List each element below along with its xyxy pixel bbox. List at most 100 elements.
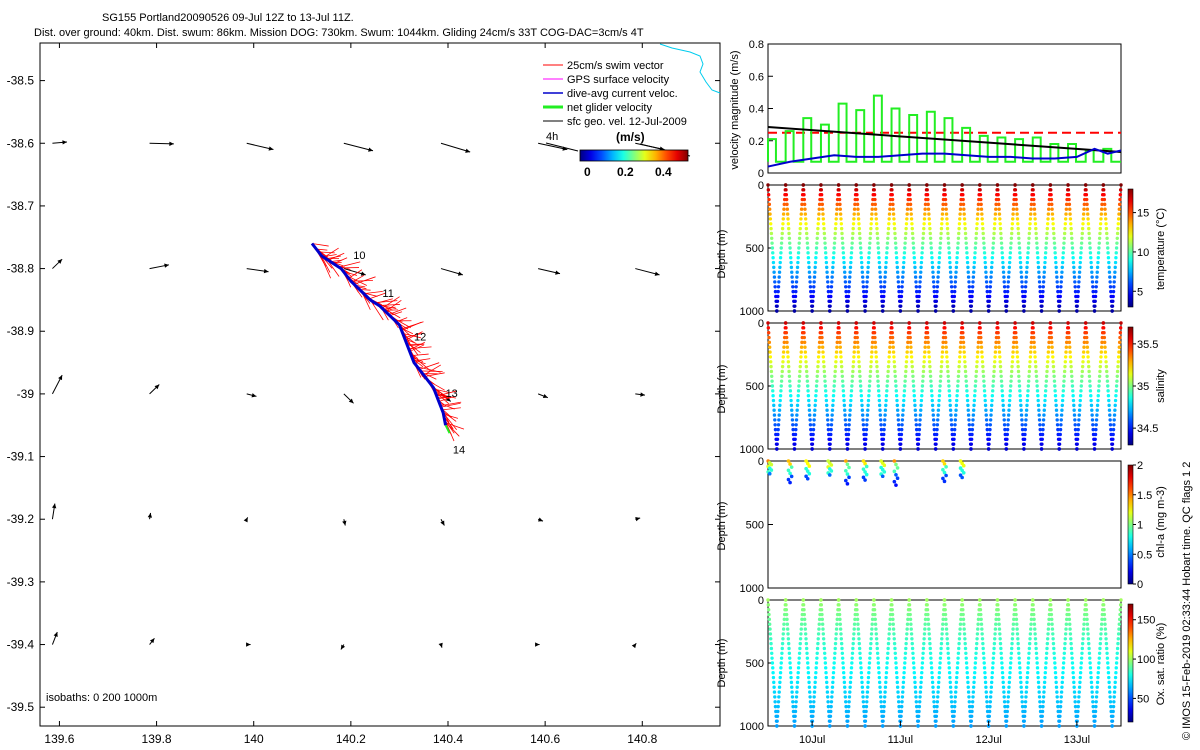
profile-sample xyxy=(922,632,927,636)
profile-sample xyxy=(1095,265,1100,270)
profile-sample xyxy=(895,265,900,270)
profile-sample xyxy=(799,622,804,626)
profile-sample xyxy=(834,355,838,359)
profile-sample xyxy=(769,231,774,236)
profile-sample xyxy=(935,285,940,289)
profile-sample xyxy=(904,641,908,646)
swim-vector xyxy=(323,247,339,258)
profile-sample xyxy=(841,670,846,675)
profile-sample xyxy=(975,222,979,226)
profile-sample xyxy=(1076,423,1081,427)
profile-sample xyxy=(926,335,930,340)
profile-sample xyxy=(928,646,932,651)
profile-sample xyxy=(1053,246,1057,250)
profile-sample xyxy=(930,675,934,680)
profile-sample xyxy=(869,641,873,646)
profile-sample xyxy=(858,656,863,660)
profile-sample xyxy=(814,670,818,675)
profile-sample xyxy=(955,666,960,670)
profile-sample xyxy=(988,289,992,294)
profile-sample xyxy=(1114,393,1118,398)
profile-sample xyxy=(1070,384,1075,388)
profile-sample xyxy=(786,355,790,359)
profile-sample xyxy=(971,413,976,417)
profile-sample xyxy=(964,236,968,241)
profile-sample xyxy=(932,704,937,709)
profile-sample xyxy=(936,408,941,412)
profile-sample xyxy=(938,389,942,393)
profile-sample xyxy=(781,350,786,354)
profile-sample xyxy=(812,695,816,699)
profile-sample xyxy=(949,423,954,427)
profile-sample xyxy=(1008,255,1012,260)
profile-sample xyxy=(1005,427,1010,432)
profile-sample xyxy=(947,666,951,670)
profile-sample xyxy=(987,437,992,442)
profile-sample xyxy=(1064,202,1069,207)
profile-sample xyxy=(978,330,983,335)
profile-sample xyxy=(928,231,932,236)
profile-sample xyxy=(1055,413,1059,417)
profile-sample xyxy=(815,241,819,245)
profile-sample xyxy=(791,427,795,432)
profile-sample xyxy=(1108,418,1112,422)
profile-sample xyxy=(838,345,842,349)
colorbar-tick-label: 1.5 xyxy=(1137,490,1152,502)
profile-sample xyxy=(768,627,772,631)
profile-sample xyxy=(819,183,823,187)
profile-sample xyxy=(991,246,995,250)
profile-sample xyxy=(922,217,927,221)
profile-sample xyxy=(841,389,846,393)
profile-sample xyxy=(949,695,953,699)
profile-sample xyxy=(851,360,856,364)
profile-sample xyxy=(940,632,944,636)
profile-sample xyxy=(1014,340,1019,345)
profile-sample xyxy=(779,251,783,255)
profile-sample xyxy=(861,700,866,704)
profile-sample xyxy=(884,260,888,265)
profile-sample xyxy=(1111,299,1115,304)
profile-sample xyxy=(1007,398,1012,403)
profile-sample xyxy=(865,423,869,427)
profile-sample xyxy=(803,212,808,216)
profile-sample xyxy=(775,719,779,723)
profile-sample xyxy=(958,350,962,354)
profile-sample xyxy=(934,442,938,446)
profile-sample xyxy=(822,226,826,231)
profile-sample xyxy=(956,374,961,379)
profile-sample xyxy=(1060,403,1064,408)
profile-sample xyxy=(922,355,927,359)
profile-sample xyxy=(949,418,953,422)
profile-sample xyxy=(945,641,950,646)
profile-sample xyxy=(984,413,988,417)
profile-sample xyxy=(905,627,909,631)
profile-sample xyxy=(859,255,864,260)
profile-sample xyxy=(907,188,912,192)
profile-sample xyxy=(835,622,839,626)
profile-sample xyxy=(900,280,905,284)
profile-sample xyxy=(914,695,918,699)
profile-sample xyxy=(812,418,816,422)
profile-sample xyxy=(928,236,933,241)
profile-sample xyxy=(850,241,854,245)
profile-sample xyxy=(837,612,842,617)
profile-sample xyxy=(1000,389,1004,393)
profile-sample xyxy=(1042,685,1046,689)
profile-sample xyxy=(1037,690,1041,694)
profile-sample xyxy=(952,704,957,709)
profile-sample xyxy=(1003,289,1007,294)
profile-sample xyxy=(841,666,846,670)
profile-sample xyxy=(914,423,919,427)
profile-sample xyxy=(978,326,982,330)
profile-sample xyxy=(772,403,776,408)
profile-sample xyxy=(1089,255,1093,260)
profile-sample xyxy=(877,680,882,685)
section-colorbar xyxy=(1127,603,1134,723)
profile-sample xyxy=(929,389,934,393)
profile-sample xyxy=(1036,398,1040,403)
profile-sample xyxy=(776,289,780,294)
profile-sample xyxy=(890,197,895,202)
profile-sample xyxy=(923,350,927,354)
profile-sample xyxy=(1091,700,1095,704)
profile-sample xyxy=(1042,690,1046,694)
